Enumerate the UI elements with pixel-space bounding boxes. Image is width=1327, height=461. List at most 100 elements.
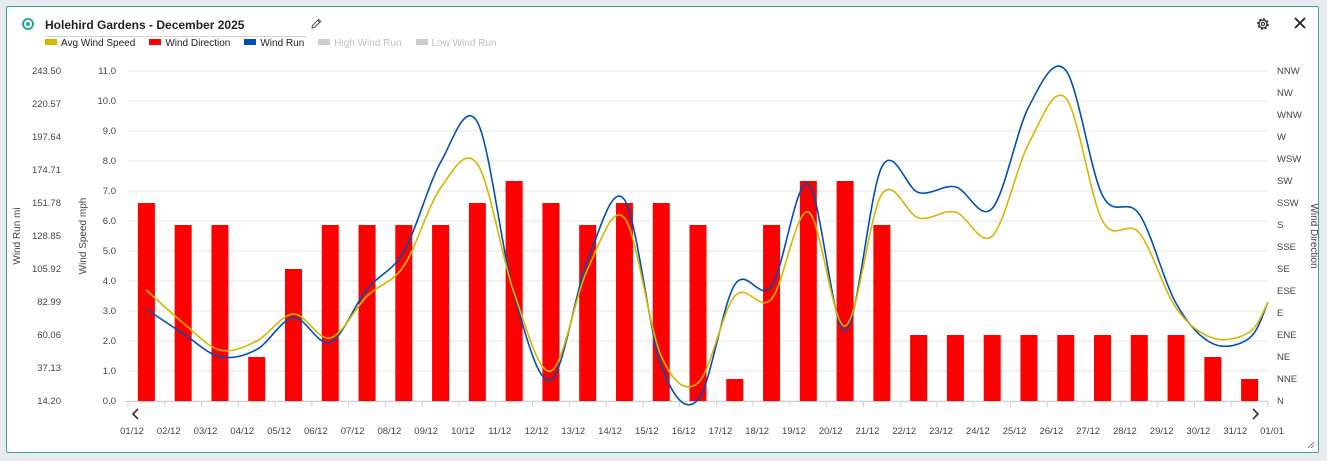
legend-item-low-wind-run[interactable]: Low Wind Run <box>415 38 497 49</box>
wind-direction-bar <box>1241 379 1259 401</box>
x-tick-label: 21/12 <box>856 426 880 437</box>
wind-direction-bar <box>1130 335 1148 401</box>
x-tick-label: 26/12 <box>1039 426 1063 437</box>
legend-item-avg-wind-speed[interactable]: Avg Wind Speed <box>45 38 135 49</box>
close-icon[interactable] <box>1293 16 1307 30</box>
run-tick-label: 60.06 <box>37 330 61 341</box>
legend-swatch <box>415 39 428 45</box>
x-tick-label: 29/12 <box>1150 426 1174 437</box>
wind-direction-bar <box>395 225 413 401</box>
legend-label: High Wind Run <box>334 38 402 49</box>
speed-tick-label: 2.0 <box>103 336 116 347</box>
direction-tick-label: W <box>1277 132 1286 143</box>
x-tick-label: 27/12 <box>1076 426 1100 437</box>
wind-direction-bar <box>763 225 781 401</box>
run-axis-title: Wind Run mi <box>12 207 23 264</box>
wind-direction-bar <box>726 379 744 401</box>
speed-tick-label: 3.0 <box>103 306 116 317</box>
direction-tick-label: N <box>1277 396 1284 407</box>
direction-tick-label: NNE <box>1277 374 1297 385</box>
wind-direction-bar <box>579 225 597 401</box>
legend-swatch <box>149 39 162 45</box>
pencil-icon[interactable] <box>309 17 323 31</box>
wind-direction-bar <box>946 335 964 401</box>
speed-tick-label: 8.0 <box>103 156 116 167</box>
x-tick-label: 24/12 <box>966 426 990 437</box>
x-tick-label: 01/01 <box>1260 426 1284 437</box>
legend-item-wind-run[interactable]: Wind Run <box>244 38 304 49</box>
direction-tick-label: SE <box>1277 264 1290 275</box>
speed-tick-label: 4.0 <box>103 276 116 287</box>
wind-direction-bar <box>836 181 854 401</box>
wind-direction-bar <box>284 269 302 401</box>
x-tick-label: 28/12 <box>1113 426 1137 437</box>
x-tick-label: 10/12 <box>451 426 475 437</box>
wind-direction-bar <box>1057 335 1075 401</box>
avg-wind-speed-line <box>145 94 1269 388</box>
x-tick-label: 04/12 <box>230 426 254 437</box>
direction-tick-label: E <box>1277 308 1283 319</box>
wind-direction-bar <box>358 225 376 401</box>
scroll-left-icon[interactable] <box>131 408 139 420</box>
direction-tick-label: WSW <box>1277 154 1301 165</box>
x-tick-label: 16/12 <box>672 426 696 437</box>
x-tick-label: 07/12 <box>341 426 365 437</box>
legend-label: Wind Direction <box>165 38 231 49</box>
direction-tick-label: ENE <box>1277 330 1297 341</box>
direction-tick-label: NNW <box>1277 66 1300 77</box>
wind-direction-bar <box>248 357 266 401</box>
wind-run-line <box>145 65 1269 406</box>
x-tick-label: 09/12 <box>414 426 438 437</box>
wind-direction-bar <box>432 225 450 401</box>
legend-swatch <box>318 39 331 45</box>
legend-label: Low Wind Run <box>431 38 497 49</box>
x-tick-label: 13/12 <box>561 426 585 437</box>
gear-icon[interactable] <box>1255 16 1271 32</box>
legend-label: Wind Run <box>260 38 305 49</box>
direction-axis-title: Wind Direction <box>1308 203 1319 268</box>
chart-title[interactable]: Holehird Gardens - December 2025 <box>45 16 307 37</box>
x-tick-label: 12/12 <box>525 426 549 437</box>
speed-tick-label: 7.0 <box>103 186 116 197</box>
status-dot-icon[interactable] <box>22 18 34 30</box>
wind-direction-bar <box>652 203 670 401</box>
scroll-right-icon[interactable] <box>1252 408 1260 420</box>
x-tick-label: 19/12 <box>782 426 806 437</box>
run-tick-label: 105.92 <box>32 264 61 275</box>
x-tick-label: 14/12 <box>598 426 622 437</box>
legend-swatch <box>45 39 57 45</box>
wind-direction-bar <box>615 203 633 401</box>
x-tick-label: 08/12 <box>378 426 402 437</box>
speed-tick-label: 10.0 <box>98 96 117 107</box>
x-tick-label: 11/12 <box>488 426 511 437</box>
run-tick-label: 128.85 <box>32 231 61 242</box>
run-tick-label: 220.57 <box>32 99 61 110</box>
x-tick-label: 06/12 <box>304 426 328 437</box>
x-tick-label: 17/12 <box>708 426 732 437</box>
run-tick-label: 82.99 <box>37 297 61 308</box>
x-tick-label: 23/12 <box>929 426 953 437</box>
direction-tick-label: SW <box>1277 176 1292 187</box>
x-tick-label: 15/12 <box>635 426 659 437</box>
wind-direction-bar <box>137 203 155 401</box>
wind-direction-bar <box>1167 335 1185 401</box>
chart-legend: Avg Wind Speed Wind Direction Wind Run High… <box>45 38 511 52</box>
wind-direction-bar <box>1204 357 1222 401</box>
speed-tick-label: 5.0 <box>103 246 116 257</box>
direction-tick-label: SSW <box>1277 198 1299 209</box>
speed-tick-label: 9.0 <box>103 126 116 137</box>
legend-item-wind-direction[interactable]: Wind Direction <box>149 38 230 49</box>
speed-tick-label: 1.0 <box>103 366 116 377</box>
wind-direction-bar <box>211 225 229 401</box>
wind-direction-bar <box>321 225 339 401</box>
legend-swatch <box>244 39 257 45</box>
resize-handle-icon[interactable] <box>1307 441 1315 449</box>
x-tick-label: 20/12 <box>819 426 843 437</box>
run-tick-label: 37.13 <box>37 363 61 374</box>
wind-direction-bar <box>799 181 817 401</box>
direction-tick-label: NW <box>1277 88 1293 99</box>
run-tick-label: 197.64 <box>32 132 61 143</box>
x-tick-label: 01/12 <box>120 426 144 437</box>
legend-item-high-wind-run[interactable]: High Wind Run <box>318 38 402 49</box>
wind-direction-bar <box>873 225 891 401</box>
